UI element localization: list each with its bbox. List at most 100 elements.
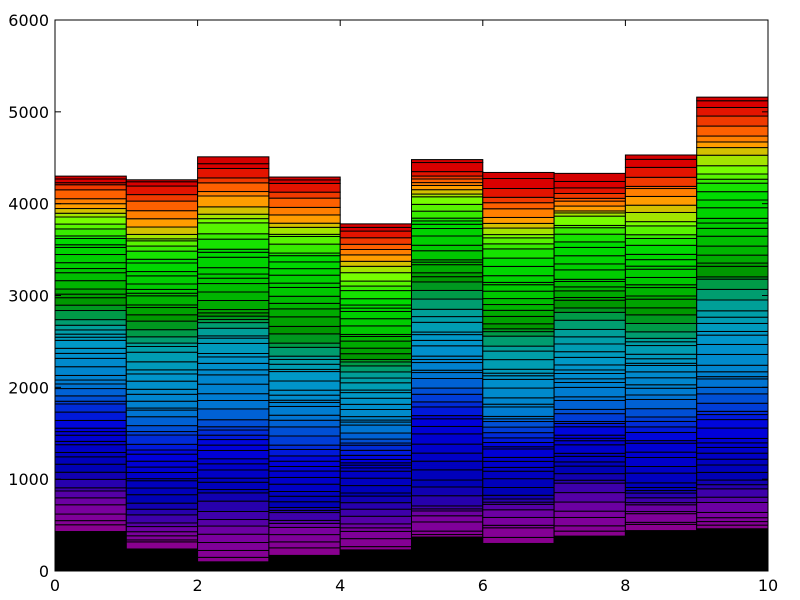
bar-segment	[125, 218, 199, 228]
bar-segment	[411, 228, 484, 237]
bar-segment	[696, 364, 769, 373]
bar-segment	[197, 525, 270, 535]
bar-segment	[482, 387, 555, 399]
bar-segment	[696, 386, 769, 395]
bar-segment	[624, 513, 698, 523]
bar-segment	[624, 431, 698, 442]
bar-segment	[411, 220, 484, 225]
bar-segment	[125, 443, 199, 451]
bar-segment	[125, 449, 199, 455]
bar-segment	[197, 167, 270, 179]
bar-segment	[696, 452, 769, 460]
bar-segment	[482, 359, 555, 370]
bar-segment	[125, 494, 199, 504]
bar-segment	[482, 275, 555, 283]
bar-segment	[125, 431, 199, 436]
bar-segment	[482, 397, 555, 405]
bar-segment	[54, 504, 127, 515]
bar-stack-6	[482, 171, 555, 572]
bar-segment	[197, 510, 270, 521]
bar-segment	[54, 388, 127, 397]
bar-segment	[339, 280, 413, 287]
bar-segment	[624, 504, 698, 513]
bar-segment	[696, 191, 769, 201]
bar-stack-0	[54, 175, 127, 572]
bar-segment	[696, 501, 769, 513]
bar-segment	[696, 310, 769, 318]
bar-segment	[482, 432, 555, 439]
bar-segment	[696, 199, 769, 209]
bar-segment	[197, 439, 270, 446]
bar-segment	[125, 258, 199, 264]
bar-segment	[411, 223, 484, 230]
bar-segment	[268, 274, 341, 284]
bar-segment	[696, 316, 769, 324]
bar-segment	[624, 253, 698, 261]
bar-segment	[197, 556, 270, 563]
bar-segment	[268, 316, 341, 327]
bar-segment	[696, 511, 769, 519]
bar-segment	[268, 176, 341, 181]
bar-segment	[482, 345, 555, 352]
bar-segment	[54, 463, 127, 473]
bar-segment	[696, 437, 769, 444]
bar-segment	[339, 377, 413, 384]
bar-segment	[411, 469, 484, 481]
bar-stack-1	[125, 179, 199, 572]
bar-segment	[411, 321, 484, 333]
bar-segment	[268, 501, 341, 508]
bar-segment	[197, 500, 270, 512]
bar-segment	[411, 521, 484, 532]
bar-segment	[197, 383, 270, 395]
bar-segment	[696, 178, 769, 184]
bar-segment	[54, 339, 127, 349]
bar-segment	[624, 276, 698, 286]
bar-segment	[553, 381, 626, 388]
bar-segment	[197, 337, 270, 344]
bar-segment	[696, 106, 769, 117]
bar-segment	[624, 154, 698, 160]
bar-segment	[696, 419, 769, 429]
bar-segment	[411, 515, 484, 523]
bar-segment	[553, 246, 626, 257]
bar-segment	[482, 421, 555, 428]
bar-segment	[339, 340, 413, 349]
bar-segment	[411, 393, 484, 403]
bar-segment	[197, 283, 270, 293]
bar-segment	[125, 541, 199, 550]
bar-segment	[339, 477, 413, 487]
bar-segment	[268, 308, 341, 318]
bar-segment	[339, 508, 413, 517]
bar-segment	[125, 380, 199, 390]
bar-segment	[696, 141, 769, 149]
bar-segment	[696, 254, 769, 264]
bar-segment	[125, 434, 199, 445]
bar-segment	[411, 189, 484, 195]
bar-segment	[553, 215, 626, 226]
bar-segment	[125, 526, 199, 533]
bar-segment	[696, 343, 769, 355]
bar-segment	[197, 322, 270, 329]
x-tick-label: 8	[620, 576, 630, 595]
y-tick-label: 3000	[8, 287, 49, 306]
bar-segment	[482, 460, 555, 468]
bar-segment	[696, 378, 769, 388]
bar-segment	[125, 271, 199, 277]
bar-segment	[125, 181, 199, 187]
bar-segment	[268, 346, 341, 357]
bar-segment	[482, 202, 555, 210]
bar-segment	[482, 456, 555, 462]
bar-segment	[268, 286, 341, 297]
bar-segment	[125, 329, 199, 338]
bar-stack-8	[624, 154, 698, 572]
bar-segment	[339, 272, 413, 282]
bar-segment	[411, 479, 484, 488]
bar-segment	[339, 335, 413, 342]
bar-segment	[54, 203, 127, 210]
bar-segment	[553, 328, 626, 338]
bar-segment	[624, 307, 698, 316]
bar-segment	[197, 191, 270, 197]
bar-segment	[268, 483, 341, 492]
bar-segment	[411, 443, 484, 454]
